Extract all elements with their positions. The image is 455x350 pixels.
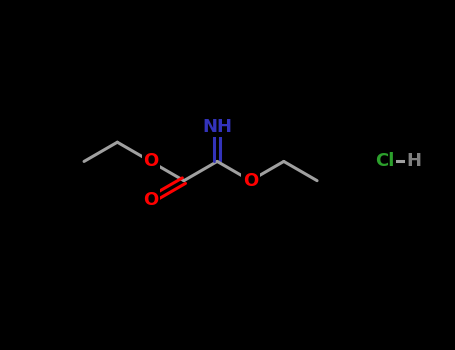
Text: H: H	[407, 153, 422, 170]
Text: O: O	[243, 172, 258, 190]
Text: O: O	[143, 191, 158, 209]
Text: NH: NH	[202, 118, 232, 136]
Text: Cl: Cl	[375, 153, 394, 170]
Text: O: O	[143, 153, 158, 170]
